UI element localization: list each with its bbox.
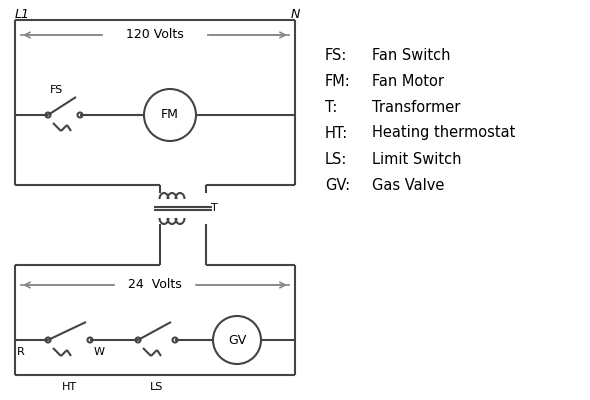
Text: GV: GV	[228, 334, 246, 346]
Text: Transformer: Transformer	[372, 100, 460, 114]
Text: Fan Motor: Fan Motor	[372, 74, 444, 88]
Text: LS: LS	[150, 382, 163, 392]
Text: T: T	[211, 203, 218, 213]
Text: N: N	[290, 8, 300, 21]
Text: HT:: HT:	[325, 126, 348, 140]
Text: 120 Volts: 120 Volts	[126, 28, 184, 42]
Text: FM:: FM:	[325, 74, 350, 88]
Text: Heating thermostat: Heating thermostat	[372, 126, 516, 140]
Text: R: R	[17, 347, 25, 357]
Text: GV:: GV:	[325, 178, 350, 192]
Text: LS:: LS:	[325, 152, 348, 166]
Text: W: W	[94, 347, 105, 357]
Text: L1: L1	[15, 8, 30, 21]
Text: FS:: FS:	[325, 48, 348, 62]
Text: 24  Volts: 24 Volts	[128, 278, 182, 292]
Text: Gas Valve: Gas Valve	[372, 178, 444, 192]
Text: FS: FS	[50, 85, 63, 95]
Text: Fan Switch: Fan Switch	[372, 48, 451, 62]
Text: T:: T:	[325, 100, 337, 114]
Text: FM: FM	[161, 108, 179, 122]
Text: HT: HT	[61, 382, 77, 392]
Text: Limit Switch: Limit Switch	[372, 152, 461, 166]
